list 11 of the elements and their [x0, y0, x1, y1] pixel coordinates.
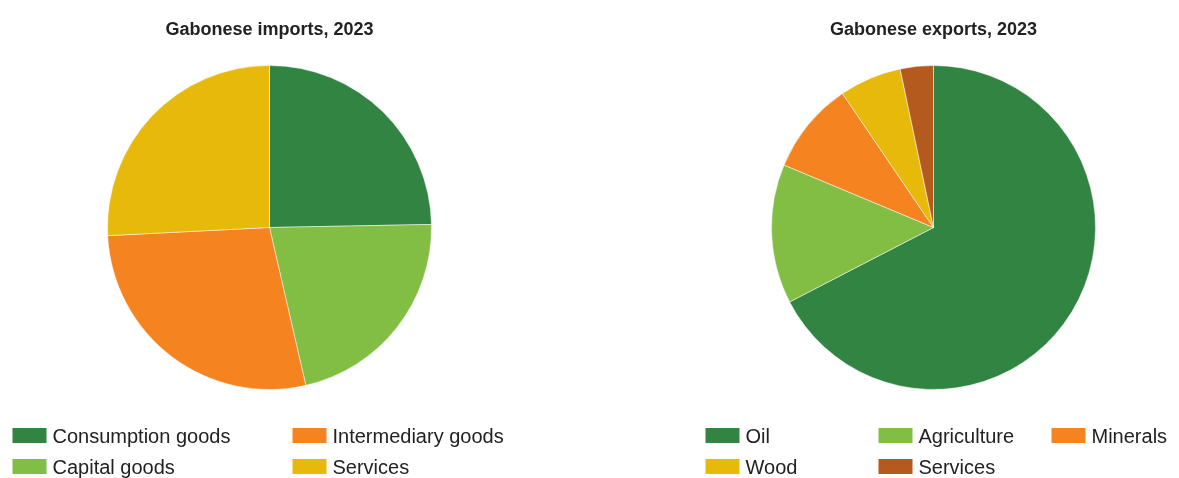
legend-label: Consumption goods	[52, 424, 231, 447]
legend-label: Capital goods	[52, 455, 175, 478]
legend-label: Services	[332, 455, 410, 478]
legend-label: Oil	[745, 424, 770, 447]
legend-label: Services	[918, 455, 996, 478]
legend-label: Intermediary goods	[332, 424, 504, 447]
chart-title: Gabonese exports, 2023	[829, 18, 1038, 39]
legend-label: Minerals	[1091, 424, 1168, 447]
legend-label: Wood	[745, 455, 798, 478]
legend-label: Agriculture	[918, 424, 1015, 447]
chart-title: Gabonese imports, 2023	[165, 18, 374, 39]
